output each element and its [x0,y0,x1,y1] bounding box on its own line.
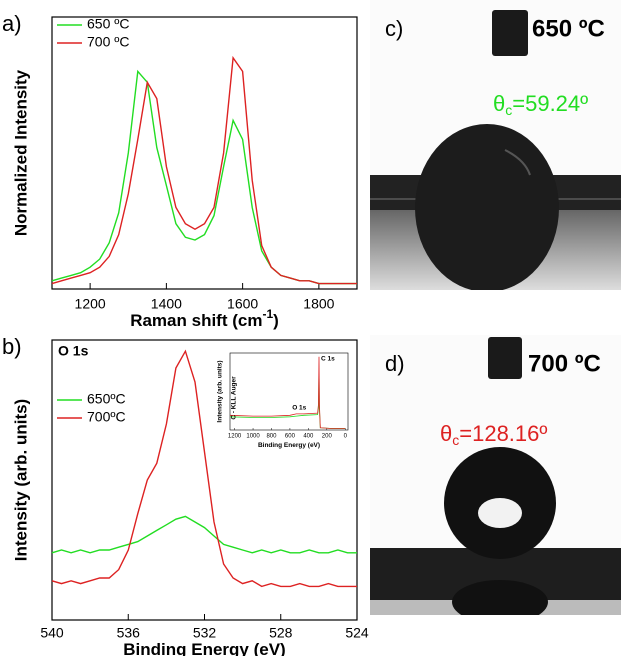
chart: 1200 1000 800 600 400 200 0 Binding Energy (eV)… [217,352,349,449]
chart-title: O 1s [58,343,89,359]
x-axis-label-text: Binding Energy (eV) [258,442,320,449]
temperature-caption: 650 ºC [532,15,605,42]
x-tick-label: 536 [117,625,141,641]
angle-symbol: θ [440,421,452,446]
angle-subscript: c [452,432,459,448]
angle-value: =59.24º [512,91,588,116]
annotation: O 1s [292,405,306,412]
x-axis-label-text: Binding Energy (eV) [123,640,285,656]
legend-label: 650ºC [87,391,126,407]
chart: 1200 1400 1600 1800 Raman shift (cm-1) Normal… [2,11,358,330]
plot-frame [229,352,349,431]
x-tick-label: 1800 [303,296,334,312]
x-tick-label: 524 [345,625,369,641]
x-tick-label: 1600 [227,296,258,312]
x-axis-label-sup: -1 [262,307,273,321]
line-series [51,55,357,285]
photo-c [370,0,621,290]
x-tick-label: 600 [285,434,296,440]
panel-label: c) [385,16,403,41]
line-series [51,515,357,554]
y-axis-label: Intensity (arb. units) [11,399,30,561]
x-axis-label: Binding Energy (eV) [123,640,285,656]
x-tick-label: 1200 [75,296,106,312]
x-axis-label: Raman shift (cm-1) [130,307,279,330]
x-tick-label: 1400 [151,296,182,312]
legend-label: 650 ºC [87,16,129,32]
x-tick-label: 800 [266,434,277,440]
angle-symbol: θ [493,91,505,116]
x-axis-label-text: Raman shift (cm [130,311,262,330]
angle-subscript: c [505,102,512,118]
temperature-caption: 700 ºC [528,350,601,377]
x-tick-label: 540 [40,625,64,641]
x-tick-label: 400 [303,434,314,440]
panel-label: b) [2,334,22,359]
line-series [229,356,346,429]
x-tick-label: 1000 [246,434,260,440]
legend-label: 700 ºC [87,34,129,50]
x-tick-label: 200 [322,434,333,440]
panel-label: d) [385,351,405,376]
x-axis-label: Binding Energy (eV) [258,442,320,449]
annotation: C - KLL Auger [231,376,238,420]
photo-d [370,335,621,615]
annotation: C 1s [321,356,335,363]
y-axis-label: Normalized Intensity [11,69,30,236]
angle-value: =128.16º [459,421,547,446]
x-tick-label: 1200 [228,434,242,440]
x-axis-label-end: ) [273,311,279,330]
x-tick-label: 528 [269,625,293,641]
contact-angle: θc=128.16º [440,421,547,448]
plot-frame [51,16,358,290]
contact-angle: θc=59.24º [493,91,588,118]
legend-label: 700ºC [87,409,126,425]
panel-label: a) [2,11,22,36]
x-tick-label: 532 [193,625,217,641]
y-axis-label: Intensity (arb. units) [217,360,224,422]
line-series [51,349,357,588]
x-tick-label: 0 [344,434,348,440]
